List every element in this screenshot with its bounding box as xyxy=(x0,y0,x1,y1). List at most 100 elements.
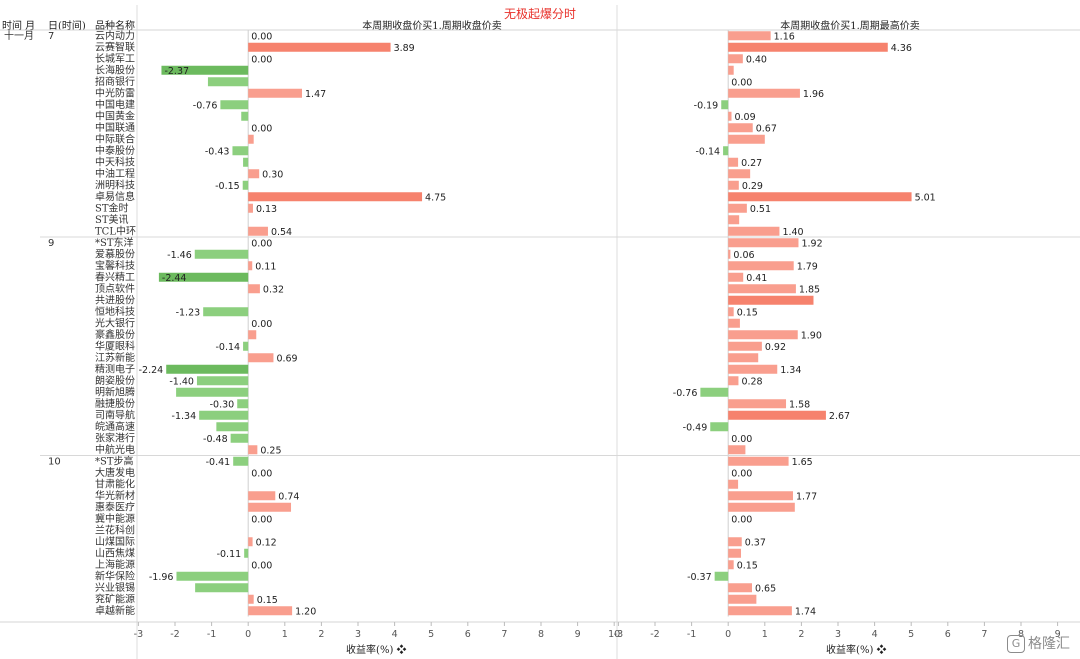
left-bar xyxy=(176,571,249,581)
right-bar xyxy=(728,560,734,570)
left-bar-label: -1.34 xyxy=(172,411,197,422)
left-bar-label: 0.54 xyxy=(271,227,292,238)
day-label: 9 xyxy=(48,238,54,249)
right-bar xyxy=(728,169,751,179)
stock-name-label: *ST东洋 xyxy=(95,236,134,249)
left-bar xyxy=(248,203,253,213)
left-bar xyxy=(248,226,268,236)
stock-name-label: 春兴精工 xyxy=(95,271,135,284)
right-bar xyxy=(728,272,744,282)
stock-name-label: 中航光电 xyxy=(95,443,135,456)
right-bar xyxy=(728,318,740,328)
left-bar xyxy=(248,88,303,98)
day-column-header: 日(时间) xyxy=(48,21,86,32)
left-bar xyxy=(230,433,249,443)
stock-name-label: 豪鑫股份 xyxy=(95,328,135,341)
stock-name-label: 中国黄金 xyxy=(95,110,135,123)
left-bar-label: 0.32 xyxy=(263,284,284,295)
left-bar-label: -0.43 xyxy=(205,146,230,157)
right-bar-label: 1.40 xyxy=(782,227,803,238)
left-bar-label: 0.00 xyxy=(251,468,272,479)
left-bar-label: -1.46 xyxy=(167,250,192,261)
left-bar-label: 0.25 xyxy=(260,445,281,456)
left-bar xyxy=(237,399,249,409)
right-bar-label: 0.00 xyxy=(731,468,752,479)
right-bar-label: 0.92 xyxy=(765,342,786,353)
left-bar-label: 0.12 xyxy=(256,537,277,548)
stock-name-label: 明新旭腾 xyxy=(95,386,135,399)
right-bar-label: -0.14 xyxy=(695,146,720,157)
right-bar-label: 1.90 xyxy=(801,330,822,341)
right-axis-tick-label: -3 xyxy=(614,629,623,640)
left-bar-label: -1.96 xyxy=(149,572,174,583)
right-bar-label: 0.41 xyxy=(746,273,767,284)
right-bar-label: 0.00 xyxy=(731,514,752,525)
right-bar-label: 0.06 xyxy=(733,250,754,261)
right-axis-tick-label: 2 xyxy=(798,629,804,640)
stock-name-label: 山煤国际 xyxy=(95,535,135,548)
stock-name-label: 长城军工 xyxy=(95,53,135,65)
right-bar xyxy=(728,594,757,604)
stock-name-label: 中光防雷 xyxy=(95,87,135,100)
stock-name-label: 融捷股份 xyxy=(95,397,135,410)
stock-name-label: 新华保险 xyxy=(95,570,135,583)
right-bar xyxy=(728,583,752,593)
left-bar xyxy=(248,594,254,604)
left-bar xyxy=(216,422,249,432)
left-bar-label: 0.00 xyxy=(251,238,272,249)
right-bar xyxy=(728,249,731,259)
left-bar-label: 1.47 xyxy=(305,89,326,100)
left-bar xyxy=(243,341,249,351)
left-bar xyxy=(248,606,293,616)
stock-name-label: 中国电建 xyxy=(95,98,135,111)
left-bar-label: 0.74 xyxy=(278,491,299,502)
right-bar-label: 1.79 xyxy=(797,261,818,272)
stock-name-label: 顶点软件 xyxy=(95,282,135,295)
logo-text: 格隆汇 xyxy=(1028,636,1070,652)
right-bar xyxy=(728,353,759,363)
right-bar-label: -0.37 xyxy=(687,572,712,583)
right-bar xyxy=(728,445,746,455)
month-column-header: 时间 月 xyxy=(2,21,36,32)
right-bar-label: 1.74 xyxy=(795,606,816,617)
left-bar xyxy=(248,169,260,179)
stock-name-label: 兰花科创 xyxy=(95,524,135,537)
left-bar xyxy=(241,111,249,121)
right-bar xyxy=(728,226,780,236)
stock-name-label: 华光新材 xyxy=(95,489,135,502)
right-bar xyxy=(700,387,729,397)
left-bar xyxy=(233,456,249,466)
left-axis-tick-label: 6 xyxy=(465,629,471,640)
left-bar-label: -0.11 xyxy=(217,549,242,560)
right-axis-title: 收益率(%) ❖ xyxy=(826,643,886,656)
right-bar-label: 0.00 xyxy=(731,434,752,445)
left-bar-label: -0.48 xyxy=(203,434,228,445)
stock-name-label: 精测电子 xyxy=(95,363,135,376)
left-bar-label: 0.00 xyxy=(251,560,272,571)
right-axis-tick-label: 9 xyxy=(1055,629,1061,640)
right-bar-label: -0.76 xyxy=(673,388,698,399)
stock-name-label: 共进股份 xyxy=(95,295,135,307)
right-bar-label: 0.27 xyxy=(741,158,762,169)
right-axis-tick-label: 4 xyxy=(872,629,878,640)
right-bar-label: 0.15 xyxy=(737,560,758,571)
right-bar-label: 0.37 xyxy=(745,537,766,548)
left-bar xyxy=(248,491,276,501)
left-bar-label: -0.76 xyxy=(193,100,218,111)
stock-name-label: ST美讯 xyxy=(95,213,129,226)
right-bar-label: 1.96 xyxy=(803,89,824,100)
left-bar-label: 0.00 xyxy=(251,514,272,525)
right-axis-tick-label: 7 xyxy=(981,629,987,640)
right-bar-label: 4.36 xyxy=(891,43,912,54)
right-bar xyxy=(728,180,739,190)
left-axis-tick-label: 9 xyxy=(575,629,581,640)
right-bar xyxy=(728,364,778,374)
right-bar-label: 0.28 xyxy=(741,376,762,387)
left-bar-label: -2.37 xyxy=(164,66,189,77)
stock-name-label: 司南导航 xyxy=(95,409,135,422)
left-bar-label: -0.30 xyxy=(210,399,235,410)
right-axis-tick-label: 8 xyxy=(1018,629,1024,640)
left-bar xyxy=(248,134,254,144)
right-bar xyxy=(728,537,742,547)
watermark-logo: G 格隆汇 xyxy=(1007,633,1070,653)
